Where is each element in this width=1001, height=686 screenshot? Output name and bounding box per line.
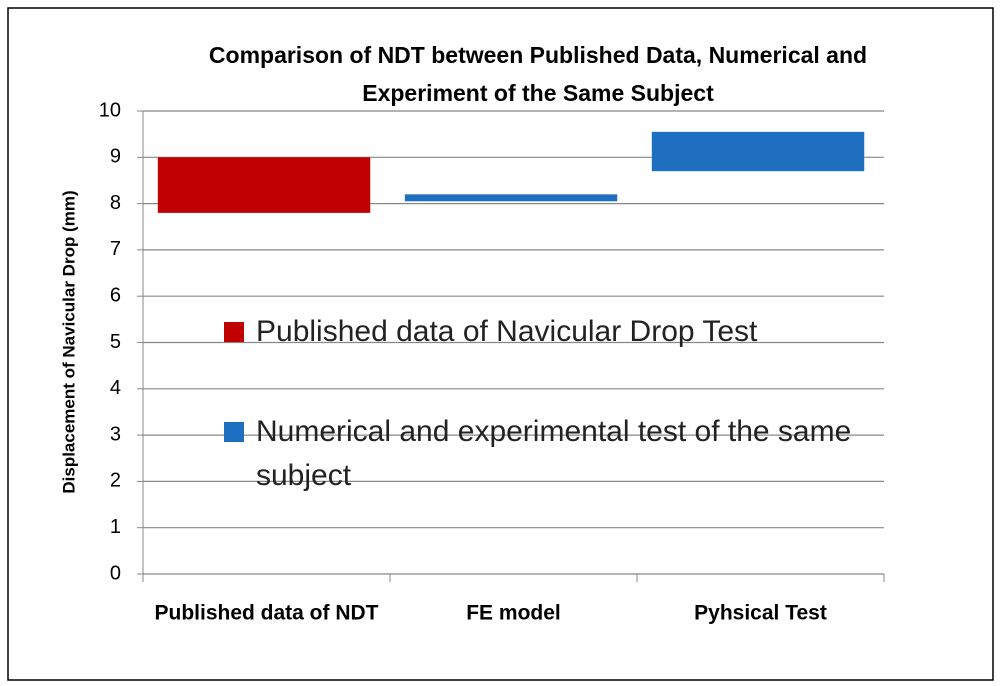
y-tick-label: 4: [110, 377, 121, 399]
y-tick-label: 1: [110, 516, 121, 538]
x-tick-label: Pyhsical Test: [694, 602, 827, 625]
y-tick-label: 10: [99, 99, 121, 121]
chart-title: Comparison of NDT between Published Data…: [208, 42, 868, 106]
bar: [157, 157, 371, 213]
y-tick-label: 3: [110, 423, 121, 445]
y-tick-label: 7: [110, 238, 121, 260]
legend-swatch: [224, 422, 244, 442]
bar: [404, 194, 618, 202]
frame: [7, 7, 994, 681]
y-tick-label: 8: [110, 192, 121, 214]
x-tick-label: FE model: [466, 602, 561, 625]
legend-entry: Published data of Navicular Drop Test: [224, 310, 866, 354]
bar: [651, 131, 865, 172]
legend-entry: Numerical and experimental test of the s…: [224, 410, 866, 498]
y-tick-label: 0: [110, 562, 121, 584]
legend-label: Numerical and experimental test of the s…: [256, 415, 852, 492]
y-tick-label: 6: [110, 284, 121, 306]
legend-swatch: [224, 322, 244, 342]
y-tick-label: 9: [110, 146, 121, 168]
x-tick-label: Published data of NDT: [154, 602, 378, 625]
y-tick-label: 5: [110, 331, 121, 353]
legend-label: Published data of Navicular Drop Test: [256, 315, 758, 348]
y-tick-label: 2: [110, 470, 121, 492]
y-axis-label: Displacement of Navicular Drop (mm): [59, 190, 78, 493]
